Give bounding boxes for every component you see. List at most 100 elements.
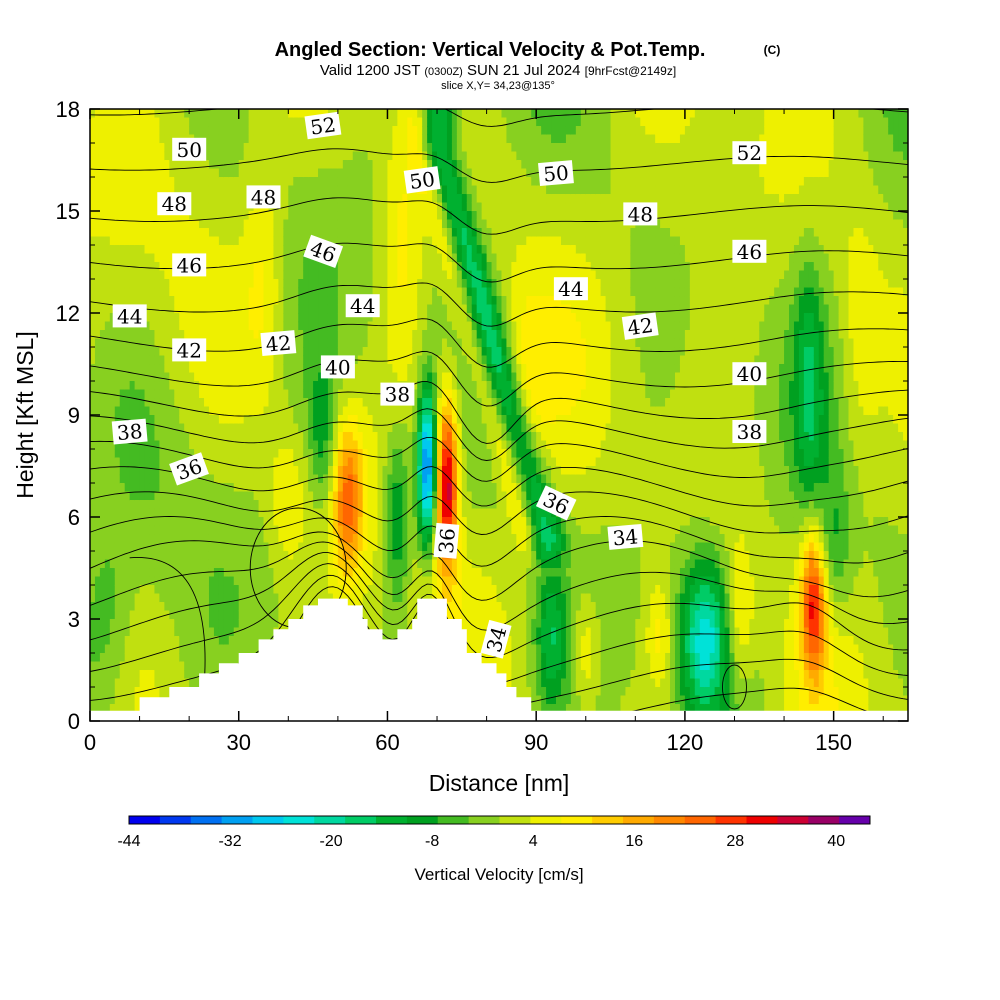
colorbar-swatch [190,816,223,824]
contour-label-box [607,523,644,550]
theta-contour-47 [90,282,908,327]
theta-contour-39 [90,516,908,567]
contour-label-text: 46 [737,240,762,264]
contour-label-box [111,418,148,445]
colorbar-swatch [684,816,717,824]
plot-area [90,0,908,721]
terrain-profile [90,598,908,721]
colorbar-swatch [808,816,840,824]
chart-subtitle: Valid 1200 JST (0300Z) SUN 21 Jul 2024 [… [320,62,676,79]
contour-label: 40 [732,362,767,386]
contour-label: 38 [380,382,415,407]
contour-label-text: 48 [628,202,653,226]
x-tick-label: 90 [524,730,548,755]
contour-label: 36 [433,522,460,559]
theta-contour-48 [90,242,908,283]
contour-label-text: 52 [737,141,762,165]
y-axis-label: Height [Kft MSL] [12,331,38,498]
colorbar-swatch [561,816,593,824]
colorbar-swatch [777,816,809,824]
colorbar-label: Vertical Velocity [cm/s] [414,865,583,884]
contour-label-box [172,253,207,277]
colorbar-swatch [499,816,531,824]
contour-label: 34 [480,619,512,659]
contour-label: 46 [172,253,207,277]
contour-label-box [169,452,209,486]
contour-label-box [112,304,147,328]
chart-title: Angled Section: Vertical Velocity & Pot.… [275,39,706,61]
colorbar-tick-label: 4 [529,833,538,850]
contour-label-box [246,185,281,209]
contour-label-box [172,338,207,362]
contour-label-text: 36 [434,527,460,554]
subtitle-date: SUN 21 Jul 2024 [467,62,580,79]
x-tick-label: 30 [226,730,250,755]
x-axis: 0 30 60 90 120 150 [84,109,884,755]
colorbar-swatch [314,816,346,824]
contour-label-text: 44 [117,304,142,328]
contour-label-box [621,312,659,340]
contour-label-box [303,234,344,268]
colorbar-swatch [839,816,871,824]
colorbar-swatch [376,816,408,824]
contour-label-box [304,111,342,140]
contour-label: 50 [172,137,207,162]
theta-contour-38 [90,531,908,601]
theta-contour-46 [90,318,908,368]
contour-label-text: 44 [558,277,583,301]
contour-label-text: 42 [265,331,292,357]
colorbar-swatch [592,816,624,824]
colorbar-swatch [221,816,253,824]
contour-label-box [260,330,297,357]
colorbar-swatch [715,816,747,824]
colorbar-swatch [653,816,686,824]
x-tick-label: 120 [667,730,704,755]
y-tick-label: 18 [56,97,80,122]
theta-contour-closed [722,664,747,710]
x-tick-label: 60 [375,730,399,755]
contour-label-box [538,160,574,187]
colorbar-swatch [406,816,439,824]
x-axis-label: Distance [nm] [429,770,570,796]
y-tick-label: 0 [68,709,80,734]
colorbar-tick-label: -8 [425,833,439,850]
colorbar-tick-label: -32 [218,833,241,850]
chart-title-units: (C) [764,43,781,57]
contour-label: 44 [112,304,147,328]
theta-contour-51 [90,109,908,127]
y-tick-label: 15 [56,199,80,224]
contour-label-box [732,420,767,443]
contour-label: 38 [111,418,148,445]
colorbar-swatch [283,816,315,824]
contour-label-box [380,382,415,406]
contour-label-text: 40 [737,362,762,386]
contour-label: 44 [553,277,588,301]
colorbar-swatch [345,816,377,824]
colorbar-swatch [468,816,500,824]
contour-label-box [732,239,767,263]
contour-label-box [553,277,588,301]
contour-label-text: 38 [385,383,410,407]
colorbar-swatch [252,816,284,824]
colorbar-tick-label: 40 [827,833,845,850]
contour-label: 40 [320,355,355,379]
y-tick-label: 12 [56,301,80,326]
contour-label-box [480,619,512,659]
colorbar-tick-label: -44 [117,833,140,850]
y-tick-label: 9 [68,403,80,428]
subtitle-utc: (0300Z) [424,66,463,78]
theta-contour-53 [90,0,908,1]
theta-contour-50 [90,148,908,183]
contour-label-box [433,522,460,559]
contour-label-text: 34 [612,524,639,550]
contour-label-box [535,485,577,521]
contour-label: 50 [403,166,441,194]
x-tick-label: 150 [815,730,852,755]
contour-label-text: 38 [116,419,143,445]
contour-label-box [732,362,767,386]
vertical-velocity-field [90,109,908,721]
contour-label: 52 [732,141,767,165]
colorbar-frame [128,815,871,825]
